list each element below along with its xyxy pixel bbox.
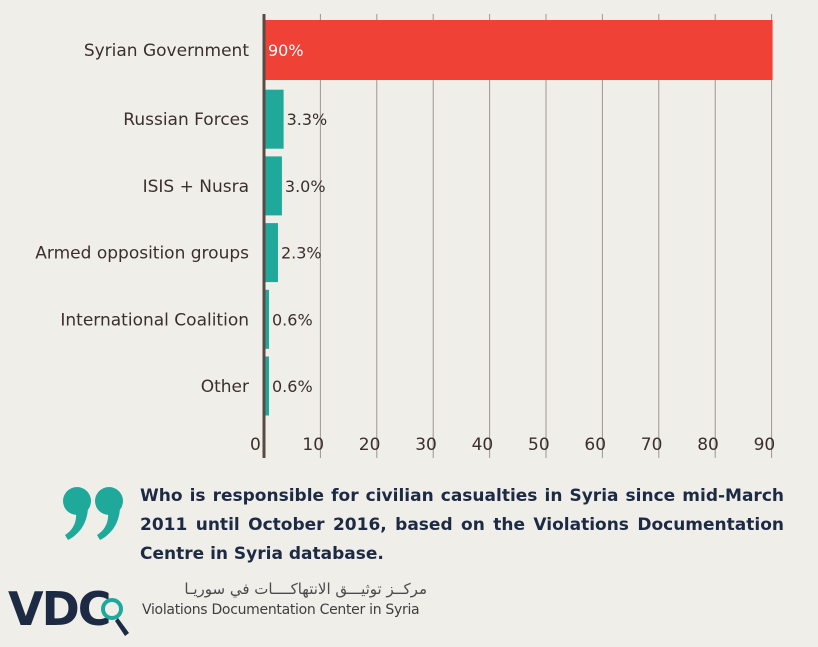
logo-text: VDC: [8, 582, 110, 636]
category-label: International Coalition: [60, 310, 249, 330]
value-label: 90%: [268, 41, 304, 60]
vdc-logo: VDC: [8, 582, 129, 636]
tick-label: 50: [528, 435, 550, 455]
category-label: Armed opposition groups: [35, 244, 249, 264]
category-label: Syrian Government: [84, 41, 250, 61]
tick-label: 80: [697, 435, 719, 455]
value-label: 0.6%: [272, 310, 313, 329]
tick-label: 10: [302, 435, 324, 455]
bar-chart: Syrian Government 90% Russian Forces 3.3% IS…: [35, 14, 776, 458]
value-label: 3.3%: [287, 110, 328, 129]
value-label: 0.6%: [272, 377, 313, 396]
org-name-arabic: مركــز توثيـــق الانتهاكــــات في سوريـا: [184, 580, 427, 598]
tick-label: 70: [641, 435, 663, 455]
bar: [265, 156, 282, 216]
tick-label: 90: [754, 435, 776, 455]
value-label: 2.3%: [281, 244, 322, 263]
category-label: ISIS + Nusra: [143, 177, 249, 197]
value-label: 3.0%: [285, 177, 326, 196]
tick-label: 40: [472, 435, 494, 455]
bar: [265, 356, 269, 416]
quote-icon: [63, 487, 123, 540]
bar: [265, 289, 269, 349]
bar: [265, 89, 284, 149]
bar: [265, 223, 278, 283]
org-name-english: Violations Documentation Center in Syria: [142, 602, 420, 618]
tick-label: 30: [415, 435, 437, 455]
category-label: Russian Forces: [123, 110, 249, 130]
bar: [265, 20, 773, 80]
chart-caption: Who is responsible for civilian casualti…: [140, 486, 784, 564]
tick-label: 60: [584, 435, 606, 455]
tick-label: 0: [250, 435, 261, 455]
tick-label: 20: [359, 435, 381, 455]
magnifier-icon: [101, 598, 123, 620]
category-label: Other: [201, 377, 249, 397]
